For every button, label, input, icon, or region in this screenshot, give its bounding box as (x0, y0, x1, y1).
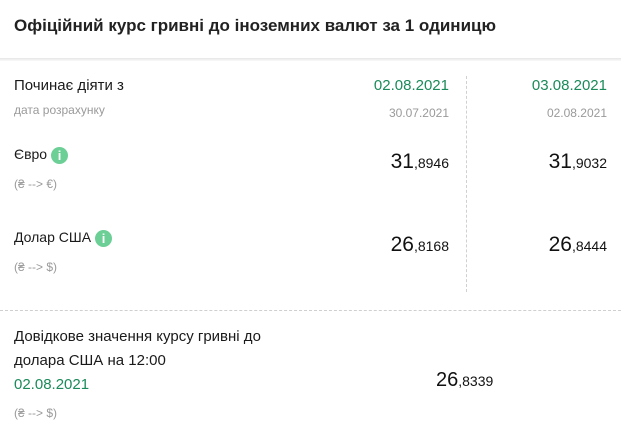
currency-euro: Євро i (14, 146, 69, 164)
reference-line2: долара США на 12:00 (14, 352, 166, 369)
calc-date-label: дата розрахунку (14, 103, 105, 117)
reference-date: 02.08.2021 (14, 376, 90, 393)
euro-rate-col2: 31,9032 (548, 150, 607, 173)
currency-name: Долар США (14, 229, 92, 245)
col2-calc-date: 02.08.2021 (546, 106, 607, 120)
column-divider (466, 76, 467, 292)
currency-direction: (₴ --> $) (14, 260, 58, 274)
effective-from-label: Починає діяти з (14, 77, 124, 94)
usd-rate-col2: 26,8444 (548, 233, 607, 256)
currency-usd: Долар США i (14, 229, 113, 247)
info-icon[interactable]: i (51, 146, 69, 164)
currency-name: Євро (14, 146, 48, 162)
currency-direction: (₴ --> €) (14, 177, 58, 191)
col2-date: 03.08.2021 (531, 77, 607, 94)
reference-rate: 26,8339 (436, 369, 494, 391)
section-divider (0, 310, 621, 311)
info-icon[interactable]: i (95, 229, 113, 247)
usd-rate-col1: 26,8168 (390, 233, 449, 256)
euro-rate-col1: 31,8946 (390, 150, 449, 173)
reference-line1: Довідкове значення курсу гривні до (14, 328, 261, 345)
col1-calc-date: 30.07.2021 (388, 106, 449, 120)
page-title: Офіційний курс гривні до іноземних валют… (14, 16, 496, 35)
header-divider (0, 58, 621, 61)
col1-date: 02.08.2021 (373, 77, 449, 94)
reference-direction: (₴ --> $) (14, 406, 58, 420)
